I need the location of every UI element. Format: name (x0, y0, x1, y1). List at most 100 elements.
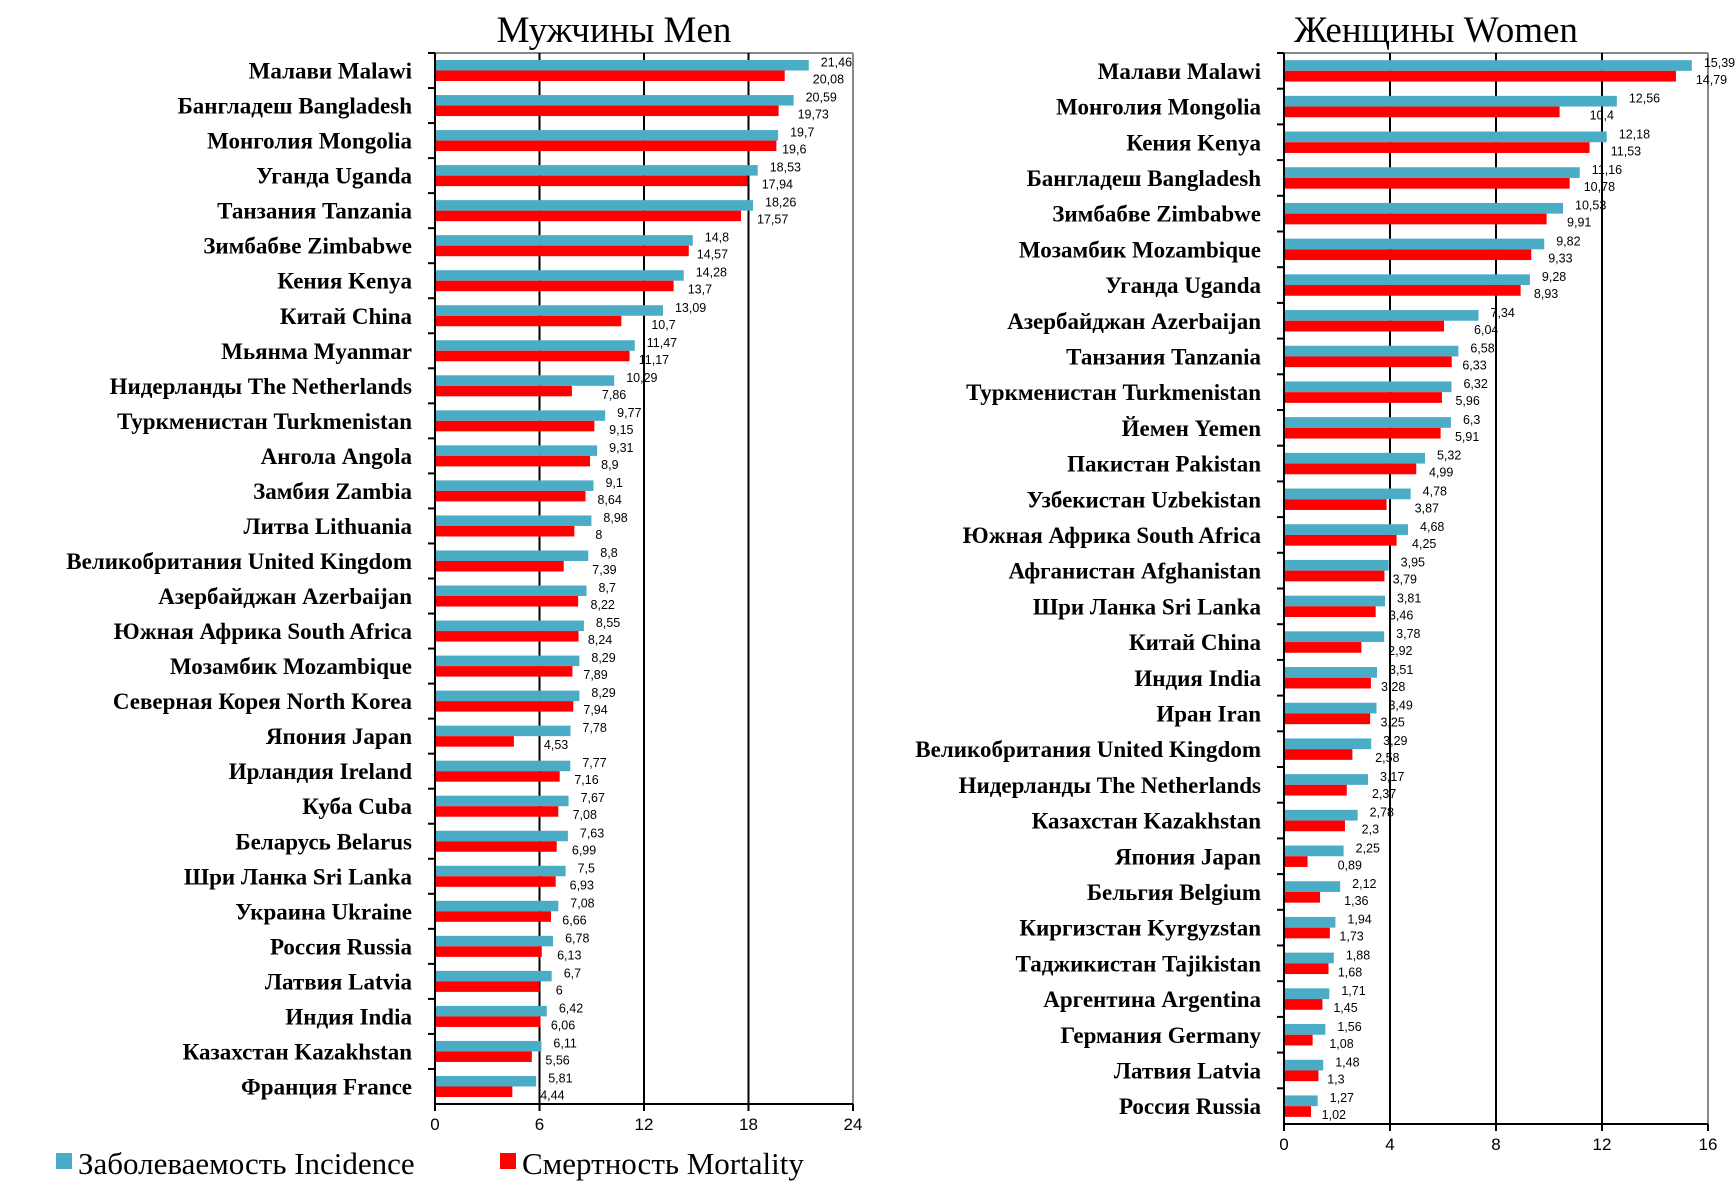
data-label-mortality: 8,93 (1534, 287, 1558, 301)
category-label: Япония Japan (1115, 844, 1261, 869)
bar-incidence (436, 970, 552, 982)
data-label-mortality: 6,93 (570, 878, 594, 892)
bar-mortality (436, 981, 540, 992)
data-label-incidence: 19,7 (790, 126, 814, 140)
bar-mortality (1285, 392, 1442, 403)
bar-mortality (1285, 356, 1452, 368)
data-label-mortality: 4,99 (1429, 466, 1453, 480)
bar-incidence (436, 550, 589, 561)
category-label: Великобритания United Kingdom (915, 737, 1261, 762)
bar-mortality (436, 736, 514, 747)
category-label: Азербайджан Azerbaijan (1007, 309, 1261, 334)
bar-mortality (436, 210, 742, 222)
category-label: Зимбабве Zimbabwe (1052, 202, 1261, 227)
bar-mortality (436, 105, 779, 117)
category-label: Зимбабве Zimbabwe (203, 234, 412, 259)
data-label-incidence: 5,32 (1437, 449, 1461, 463)
category-label: Мозамбик Mozambique (1019, 237, 1261, 262)
data-label-mortality: 13,7 (688, 283, 712, 297)
data-label-incidence: 11,16 (1592, 163, 1622, 177)
data-label-incidence: 7,63 (580, 826, 604, 840)
bar-incidence (1285, 809, 1358, 821)
data-label-incidence: 6,3 (1463, 413, 1480, 427)
bar-mortality (1285, 249, 1532, 261)
bar-mortality (436, 806, 559, 817)
category-label: Латвия Latvia (1114, 1058, 1262, 1083)
category-label: Киргизстан Kyrgyzstan (1019, 916, 1261, 941)
category-label: Узбекистан Uzbekistan (1027, 487, 1262, 512)
data-label-mortality: 11,53 (1611, 144, 1641, 158)
bar-incidence (436, 865, 566, 877)
data-label-incidence: 6,78 (565, 931, 589, 945)
data-label-mortality: 5,96 (1455, 394, 1479, 408)
data-label-mortality: 6,06 (551, 1018, 575, 1032)
data-label-mortality: 3,87 (1415, 501, 1439, 515)
bar-mortality (1285, 749, 1353, 760)
bar-mortality (436, 841, 557, 852)
x-tick-label: 18 (739, 1115, 758, 1134)
bar-incidence (436, 305, 663, 316)
data-label-mortality: 4,25 (1412, 537, 1436, 551)
category-label: Йемен Yemen (1122, 416, 1262, 441)
data-label-incidence: 21,46 (821, 56, 852, 70)
data-label-incidence: 4,68 (1420, 520, 1444, 534)
data-label-mortality: 10,4 (1590, 109, 1614, 123)
bar-incidence (436, 1005, 547, 1017)
bar-incidence (1285, 274, 1530, 286)
data-label-incidence: 7,5 (578, 861, 595, 875)
bar-incidence (436, 375, 615, 386)
bar-incidence (1285, 988, 1330, 1000)
bar-incidence (436, 235, 693, 246)
bar-incidence (436, 795, 569, 807)
data-label-incidence: 10,53 (1575, 199, 1606, 213)
category-label: Беларусь Belarus (235, 829, 412, 854)
data-label-incidence: 15,39 (1704, 56, 1735, 70)
data-label-incidence: 3,95 (1401, 556, 1425, 570)
bar-mortality (1285, 70, 1676, 82)
data-label-incidence: 6,11 (553, 1036, 576, 1050)
bar-mortality (436, 175, 748, 187)
category-label: Нидерланды The Netherlands (110, 374, 412, 399)
bar-mortality (436, 140, 777, 152)
bar-incidence (436, 445, 598, 456)
bar-incidence (1285, 774, 1369, 785)
bar-incidence (1285, 702, 1377, 714)
bar-mortality (436, 701, 574, 712)
data-label-incidence: 2,78 (1370, 806, 1394, 820)
x-tick-label: 24 (844, 1115, 863, 1134)
data-label-incidence: 8,8 (600, 546, 617, 560)
category-label: Танзания Tanzania (1066, 344, 1261, 369)
category-label: Шри Ланка Sri Lanka (184, 864, 413, 889)
data-label-incidence: 8,29 (591, 686, 615, 700)
bar-mortality (1285, 1070, 1319, 1082)
bar-incidence (1285, 238, 1545, 250)
data-label-mortality: 1,36 (1344, 894, 1368, 908)
data-label-mortality: 19,6 (782, 143, 806, 157)
data-label-mortality: 7,94 (583, 703, 607, 717)
category-label: Замбия Zambia (253, 479, 412, 504)
bar-incidence (1285, 1024, 1326, 1035)
bar-mortality (436, 315, 622, 327)
legend-swatch-incidence (56, 1153, 72, 1169)
data-label-incidence: 2,12 (1352, 877, 1376, 891)
bar-incidence (1285, 738, 1372, 750)
data-label-incidence: 1,71 (1341, 984, 1365, 998)
bar-incidence (1285, 1059, 1324, 1071)
bar-mortality (1285, 320, 1445, 332)
bar-mortality (1285, 820, 1345, 832)
data-label-mortality: 3,79 (1393, 573, 1417, 587)
data-label-incidence: 6,7 (564, 966, 581, 980)
bar-mortality (1285, 213, 1547, 225)
bar-incidence (1285, 916, 1336, 928)
bar-mortality (1285, 891, 1321, 903)
x-tick-label: 6 (535, 1115, 544, 1134)
data-label-mortality: 9,91 (1567, 216, 1591, 230)
bar-incidence (436, 690, 580, 702)
data-label-mortality: 2,3 (1362, 823, 1379, 837)
bar-incidence (436, 200, 754, 211)
category-label: Великобритания United Kingdom (66, 549, 412, 574)
x-tick-label: 12 (635, 1115, 654, 1134)
data-label-mortality: 8,22 (591, 598, 615, 612)
data-label-incidence: 9,31 (609, 441, 633, 455)
data-label-incidence: 8,55 (596, 616, 620, 630)
